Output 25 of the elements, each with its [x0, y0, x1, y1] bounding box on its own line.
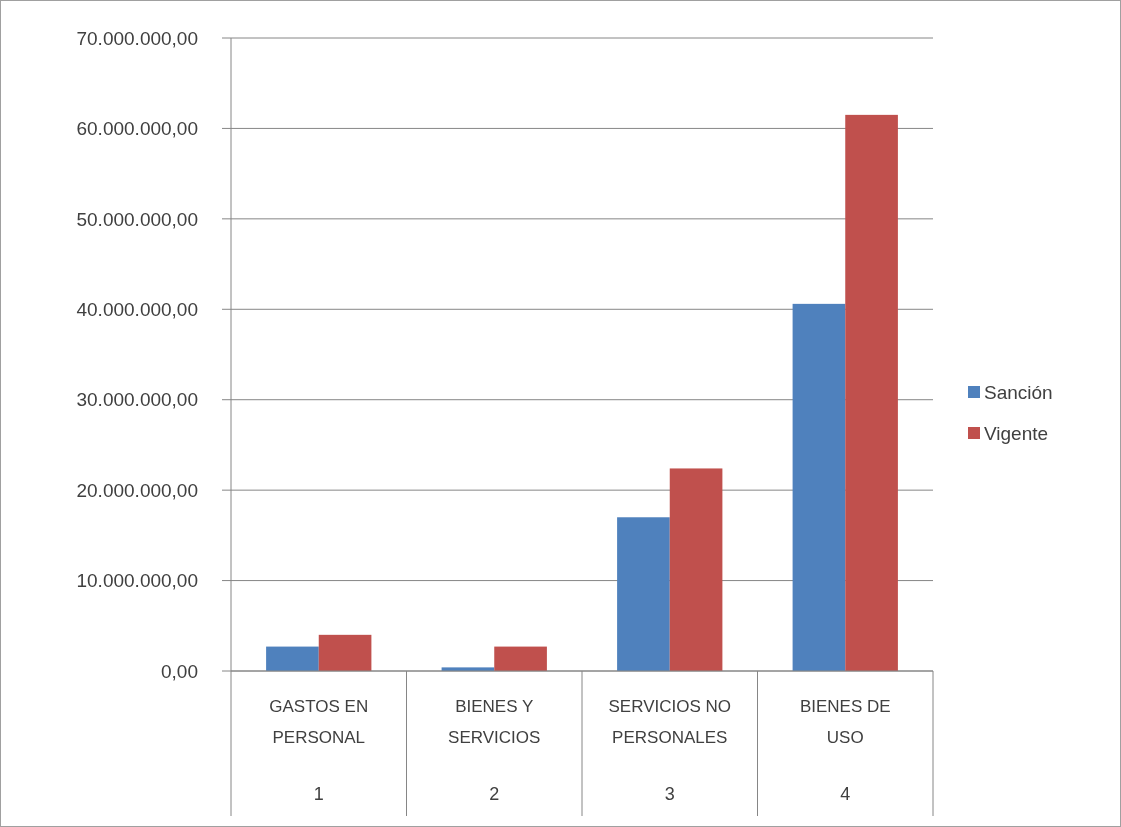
bar	[845, 114, 898, 671]
x-tick-label: BIENES DE USO	[799, 697, 891, 747]
y-tick-label: 30.000.000,00	[76, 389, 198, 411]
y-tick-label: 20.000.000,00	[76, 479, 198, 501]
y-tick-label: 40.000.000,00	[76, 298, 198, 320]
legend-label: Vigente	[984, 422, 1049, 444]
y-tick-label: 60.000.000,00	[76, 118, 198, 140]
bar	[318, 634, 372, 671]
y-tick-label: 50.000.000,00	[76, 208, 198, 230]
x-tick-label: BIENES Y SERVICIOS	[448, 697, 541, 747]
x-tick-label: GASTOS EN PERSONAL	[269, 697, 369, 747]
y-tick-label: 70.000.000,00	[76, 27, 198, 49]
text: 4	[840, 784, 851, 804]
text: 2	[489, 784, 500, 804]
y-tick-label: 10.000.000,00	[76, 570, 198, 592]
text: 3	[664, 784, 675, 804]
bar	[617, 517, 670, 671]
text: 1	[313, 784, 324, 804]
x-tick-label: SERVICIOS NO PERSONALES	[608, 697, 731, 747]
bar	[792, 303, 846, 671]
bar	[669, 468, 723, 671]
bar	[266, 646, 319, 671]
legend-label: Sanción	[984, 381, 1053, 403]
bar	[494, 646, 547, 671]
y-tick-label: 0,00	[161, 660, 198, 682]
